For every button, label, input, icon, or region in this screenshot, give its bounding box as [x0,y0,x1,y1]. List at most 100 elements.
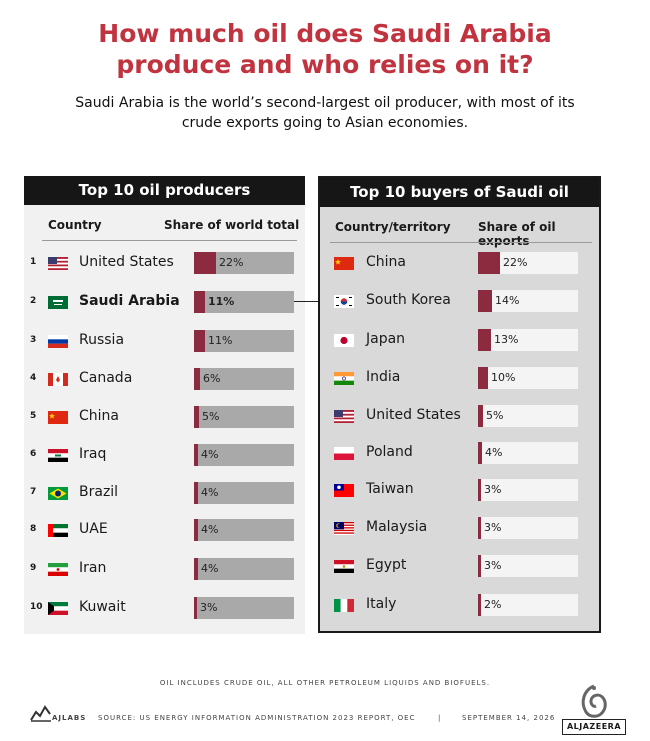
producer-row-russia: 3 Russia 11% [24,329,305,353]
producer-value-label: 4% [201,523,219,536]
buyer-value-label: 3% [484,521,502,534]
producer-name: United States [79,254,174,270]
buyers-panel-title: Top 10 buyers of Saudi oil [320,178,599,207]
producer-bar-track: 6% [194,368,294,390]
buyer-row-poland: Poland 4% [320,441,599,465]
producer-value-label: 5% [202,410,220,423]
flag-ca-icon [48,373,68,386]
page-subtitle: Saudi Arabia is the world’s second-large… [0,93,650,133]
aljazeera-emblem-icon [566,682,622,730]
producer-row-iraq: 6 Iraq 4% [24,443,305,467]
producer-rank: 3 [30,335,37,345]
producer-row-china: 5 China 5% [24,405,305,429]
producer-name: China [79,408,119,424]
producer-bar-track: 5% [194,406,294,428]
producer-rank: 1 [30,257,37,267]
producers-panel-title: Top 10 oil producers [24,176,305,205]
buyers-share-header: Share of oil exports [478,220,556,248]
flag-my-icon [334,522,354,535]
aljazeera-logo-text: ALJAZEERA [562,719,626,735]
buyer-row-china: China 22% [320,251,599,275]
flag-tw-icon [334,484,354,497]
buyer-row-egypt: Egypt 3% [320,554,599,578]
producer-value-label: 6% [203,372,221,385]
flag-us-icon [334,410,354,423]
producer-bar [194,558,198,580]
flag-kw-icon [48,602,68,615]
buyer-name: India [366,369,401,385]
flag-in-icon [334,372,354,385]
buyer-name: Poland [366,444,413,460]
buyer-bar [478,479,481,501]
buyer-name: Italy [366,596,397,612]
buyers-header-rule [330,242,592,243]
flag-cn-icon [334,257,354,270]
producer-row-kuwait: 10 Kuwait 3% [24,596,305,620]
buyer-value-label: 4% [485,446,503,459]
producer-rank: 4 [30,373,37,383]
buyer-row-india: India 10% [320,366,599,390]
saudi-connector-line [294,301,318,302]
buyer-bar [478,252,500,274]
producer-bar [194,252,216,274]
producers-header-rule [42,240,297,241]
footnote: OIL INCLUDES CRUDE OIL, ALL OTHER PETROL… [159,679,491,687]
flag-ae-icon [48,524,68,537]
producer-value-label: 4% [201,562,219,575]
buyer-bar [478,555,481,577]
buyer-value-label: 3% [484,483,502,496]
buyer-bar-track: 4% [478,442,578,464]
producer-value-label: 4% [201,486,219,499]
buyer-bar-track: 3% [478,517,578,539]
buyer-bar-track: 3% [478,555,578,577]
producer-bar-track: 4% [194,444,294,466]
producer-name: UAE [79,521,108,537]
buyer-name: Malaysia [366,519,428,535]
producers-country-header: Country [48,218,102,232]
ajlabs-logo-icon [30,704,52,724]
ajlabs-brand: AJLABS [52,714,87,722]
source-text: SOURCE: US ENERGY INFORMATION ADMINISTRA… [98,714,416,722]
producer-rank: 5 [30,411,37,421]
producer-row-iran: 9 Iran 4% [24,557,305,581]
buyer-row-taiwan: Taiwan 3% [320,478,599,502]
producer-name: Kuwait [79,599,126,615]
producer-bar-track: 11% [194,291,294,313]
producer-name: Russia [79,332,125,348]
producer-row-canada: 4 Canada 6% [24,367,305,391]
flag-iq-icon [48,449,68,462]
producer-rank: 10 [30,602,43,612]
buyer-bar-track: 10% [478,367,578,389]
buyer-row-south-korea: South Korea 14% [320,289,599,313]
producer-rank: 6 [30,449,37,459]
buyer-bar [478,517,481,539]
buyers-country-header: Country/territory [335,220,451,234]
buyer-value-label: 10% [491,371,516,384]
producer-bar-track: 4% [194,482,294,504]
buyer-name: Egypt [366,557,407,573]
buyer-bar-track: 3% [478,479,578,501]
buyer-bar-track: 22% [478,252,578,274]
buyer-bar-track: 13% [478,329,578,351]
buyer-bar [478,442,482,464]
producer-bar [194,482,198,504]
buyer-bar [478,290,492,312]
producer-bar [194,444,198,466]
producer-name: Iran [79,560,107,576]
producer-rank: 9 [30,563,37,573]
buyer-bar-track: 5% [478,405,578,427]
producer-rank: 7 [30,487,37,497]
buyer-name: United States [366,407,461,423]
flag-jp-icon [334,334,354,347]
publish-date: SEPTEMBER 14, 2026 [462,714,556,722]
flag-us-icon [48,257,68,270]
producer-value-label: 3% [200,601,218,614]
producer-name: Canada [79,370,133,386]
producer-bar [194,519,198,541]
buyer-bar-track: 14% [478,290,578,312]
producer-row-uae: 8 UAE 4% [24,518,305,542]
producer-name: Brazil [79,484,119,500]
producer-row-brazil: 7 Brazil 4% [24,481,305,505]
buyer-name: China [366,254,406,270]
flag-it-icon [334,599,354,612]
